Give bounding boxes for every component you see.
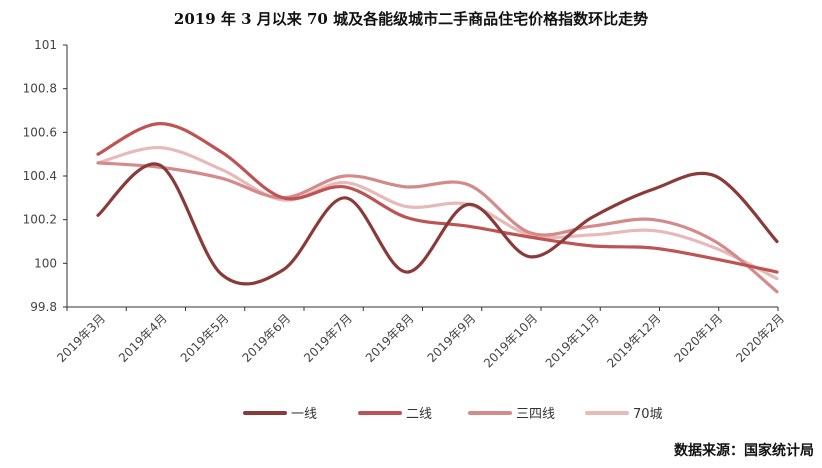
- chart-legend: 一线 二线 三四线 70城: [243, 407, 663, 422]
- x-tick-label: 2019年6月: [239, 311, 293, 365]
- y-tick-label: 99.8: [30, 300, 57, 314]
- y-tick-label: 100.2: [23, 213, 57, 227]
- series-layer: [96, 121, 779, 294]
- x-tick-label: 2019年9月: [425, 311, 479, 365]
- y-tick-label: 100.4: [23, 169, 57, 183]
- x-tick-label: 2019年12月: [604, 311, 663, 370]
- series-line-0: [96, 162, 779, 286]
- x-tick-label: 2019年4月: [116, 311, 170, 365]
- x-tick-label: 2020年2月: [733, 311, 787, 365]
- y-tick-label: 100.6: [23, 125, 57, 139]
- series-line-1: [96, 121, 779, 274]
- y-tick-label: 100.8: [23, 82, 57, 96]
- y-tick-label: 101: [34, 38, 57, 52]
- series-line-3: [96, 146, 779, 281]
- series-line-2: [96, 161, 779, 294]
- chart-title: 2019 年 3 月以来 70 城及各能级城市二手商品住宅价格指数环比走势: [173, 10, 649, 28]
- x-tick-label: 2019年5月: [178, 311, 232, 365]
- y-tick-label: 100: [34, 256, 57, 270]
- x-tick-label: 2019年10月: [481, 311, 540, 370]
- x-tick-label: 2019年11月: [543, 311, 602, 370]
- source-note: 数据来源：国家统计局: [674, 443, 814, 459]
- x-tick-label: 2020年1月: [672, 311, 726, 365]
- x-tick-label: 2019年7月: [301, 311, 355, 365]
- legend-label-1: 二线: [406, 407, 432, 422]
- x-tick-label: 2019年3月: [54, 311, 108, 365]
- legend-label-3: 70城: [633, 407, 663, 422]
- x-tick-label: 2019年8月: [363, 311, 417, 365]
- legend-label-2: 三四线: [516, 407, 555, 422]
- legend-label-0: 一线: [291, 407, 317, 422]
